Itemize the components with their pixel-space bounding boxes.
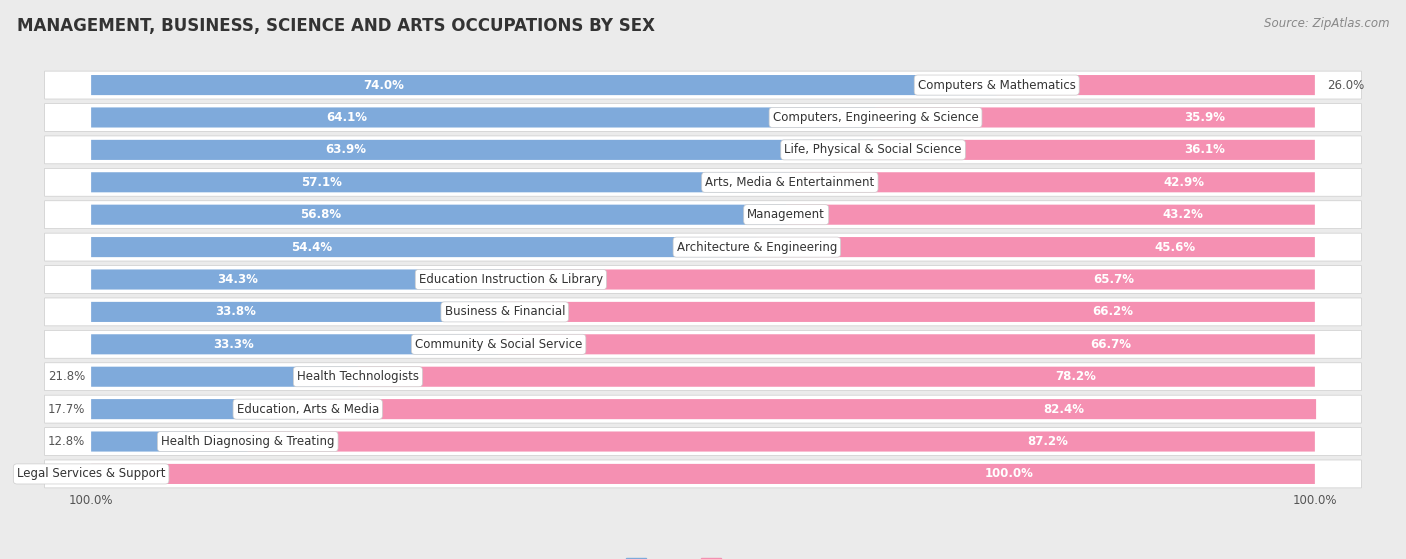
Text: 12.8%: 12.8% <box>48 435 84 448</box>
Text: 26.0%: 26.0% <box>1327 79 1364 92</box>
Text: Health Technologists: Health Technologists <box>297 370 419 383</box>
Text: 45.6%: 45.6% <box>1154 240 1197 254</box>
Text: 64.1%: 64.1% <box>326 111 367 124</box>
Text: 42.9%: 42.9% <box>1163 176 1204 189</box>
FancyBboxPatch shape <box>91 464 1315 484</box>
Text: 34.3%: 34.3% <box>217 273 257 286</box>
FancyBboxPatch shape <box>499 334 1315 354</box>
Text: Management: Management <box>747 208 825 221</box>
Text: 100.0%: 100.0% <box>984 467 1033 480</box>
Text: 17.7%: 17.7% <box>48 402 84 416</box>
FancyBboxPatch shape <box>45 71 1361 99</box>
Text: 33.3%: 33.3% <box>214 338 254 351</box>
Text: Education Instruction & Library: Education Instruction & Library <box>419 273 603 286</box>
Text: 54.4%: 54.4% <box>291 240 332 254</box>
Text: Computers, Engineering & Science: Computers, Engineering & Science <box>773 111 979 124</box>
FancyBboxPatch shape <box>45 266 1361 293</box>
FancyBboxPatch shape <box>997 75 1315 95</box>
FancyBboxPatch shape <box>91 432 247 452</box>
Text: Arts, Media & Entertainment: Arts, Media & Entertainment <box>706 176 875 189</box>
Text: 56.8%: 56.8% <box>299 208 340 221</box>
FancyBboxPatch shape <box>91 399 308 419</box>
Text: 100.0%: 100.0% <box>1292 494 1337 507</box>
FancyBboxPatch shape <box>91 107 876 127</box>
Text: 74.0%: 74.0% <box>363 79 404 92</box>
FancyBboxPatch shape <box>786 205 1315 225</box>
FancyBboxPatch shape <box>91 140 873 160</box>
Text: 57.1%: 57.1% <box>301 176 342 189</box>
Text: Life, Physical & Social Science: Life, Physical & Social Science <box>785 143 962 157</box>
Text: 100.0%: 100.0% <box>69 494 114 507</box>
Text: 82.4%: 82.4% <box>1043 402 1084 416</box>
FancyBboxPatch shape <box>45 428 1361 456</box>
Text: Legal Services & Support: Legal Services & Support <box>17 467 166 480</box>
Text: Health Diagnosing & Treating: Health Diagnosing & Treating <box>162 435 335 448</box>
FancyBboxPatch shape <box>756 237 1315 257</box>
FancyBboxPatch shape <box>45 330 1361 358</box>
FancyBboxPatch shape <box>790 172 1315 192</box>
Text: Computers & Mathematics: Computers & Mathematics <box>918 79 1076 92</box>
FancyBboxPatch shape <box>91 367 359 387</box>
FancyBboxPatch shape <box>91 75 997 95</box>
FancyBboxPatch shape <box>91 334 499 354</box>
Text: 65.7%: 65.7% <box>1094 273 1135 286</box>
FancyBboxPatch shape <box>876 107 1315 127</box>
Text: 43.2%: 43.2% <box>1163 208 1204 221</box>
Text: 63.9%: 63.9% <box>326 143 367 157</box>
Text: Business & Financial: Business & Financial <box>444 305 565 319</box>
Text: MANAGEMENT, BUSINESS, SCIENCE AND ARTS OCCUPATIONS BY SEX: MANAGEMENT, BUSINESS, SCIENCE AND ARTS O… <box>17 17 655 35</box>
Text: 78.2%: 78.2% <box>1054 370 1097 383</box>
FancyBboxPatch shape <box>91 269 510 290</box>
Text: 36.1%: 36.1% <box>1184 143 1225 157</box>
Text: 0.0%: 0.0% <box>55 467 84 480</box>
Legend: Male, Female: Male, Female <box>621 553 785 559</box>
Text: Education, Arts & Media: Education, Arts & Media <box>236 402 378 416</box>
Text: 35.9%: 35.9% <box>1184 111 1226 124</box>
FancyBboxPatch shape <box>505 302 1315 322</box>
FancyBboxPatch shape <box>45 103 1361 131</box>
Text: 66.2%: 66.2% <box>1092 305 1133 319</box>
FancyBboxPatch shape <box>91 302 505 322</box>
Text: 21.8%: 21.8% <box>48 370 84 383</box>
FancyBboxPatch shape <box>45 395 1361 423</box>
FancyBboxPatch shape <box>510 269 1315 290</box>
Text: 66.7%: 66.7% <box>1090 338 1132 351</box>
Text: Source: ZipAtlas.com: Source: ZipAtlas.com <box>1264 17 1389 30</box>
FancyBboxPatch shape <box>91 237 756 257</box>
Text: 87.2%: 87.2% <box>1028 435 1069 448</box>
FancyBboxPatch shape <box>45 136 1361 164</box>
FancyBboxPatch shape <box>91 205 786 225</box>
FancyBboxPatch shape <box>359 367 1315 387</box>
FancyBboxPatch shape <box>308 399 1316 419</box>
FancyBboxPatch shape <box>873 140 1315 160</box>
FancyBboxPatch shape <box>45 298 1361 326</box>
FancyBboxPatch shape <box>91 172 790 192</box>
FancyBboxPatch shape <box>45 363 1361 391</box>
Text: Community & Social Service: Community & Social Service <box>415 338 582 351</box>
FancyBboxPatch shape <box>247 432 1315 452</box>
Text: Architecture & Engineering: Architecture & Engineering <box>676 240 837 254</box>
FancyBboxPatch shape <box>45 201 1361 229</box>
FancyBboxPatch shape <box>45 233 1361 261</box>
FancyBboxPatch shape <box>45 460 1361 488</box>
Text: 33.8%: 33.8% <box>215 305 256 319</box>
FancyBboxPatch shape <box>45 168 1361 196</box>
